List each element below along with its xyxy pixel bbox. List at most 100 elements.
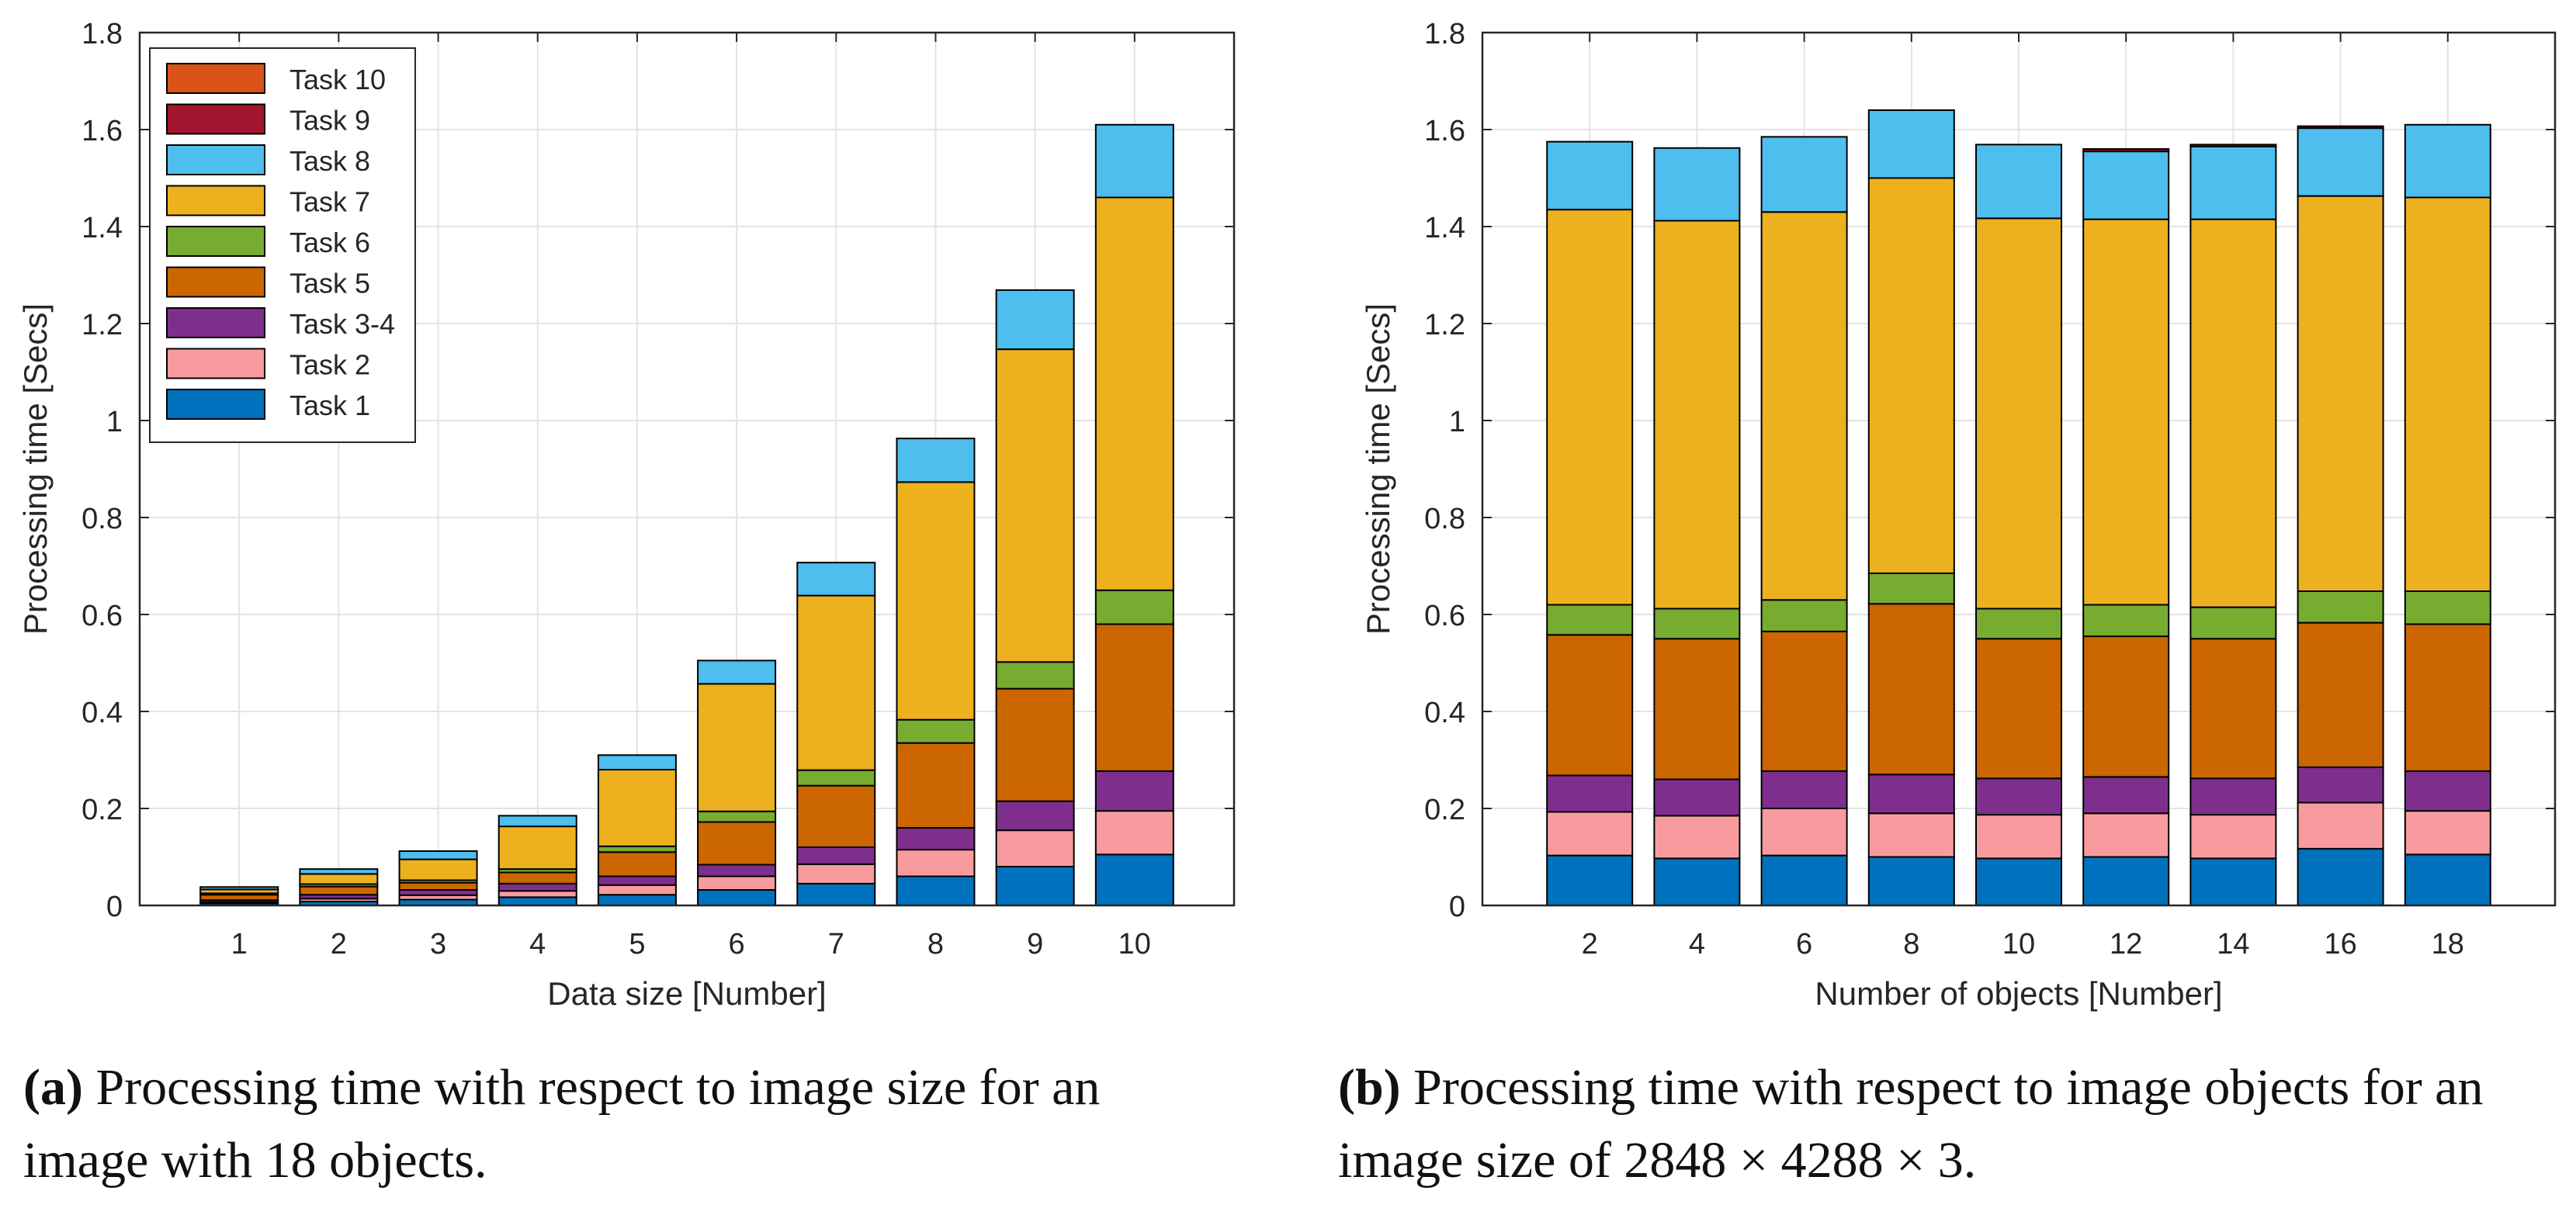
bar-segment [1653, 147, 1741, 222]
bar-segment [1760, 136, 1848, 213]
bar-segment [2297, 127, 2384, 197]
bar-segment [2082, 776, 2170, 815]
bar-segment [1975, 608, 2062, 640]
bar-segment [2297, 766, 2384, 804]
bar-segment [697, 821, 777, 866]
bar-segment [498, 815, 577, 828]
y-tick-label: 0.2 [1424, 794, 1465, 826]
bar-segment [2189, 777, 2277, 816]
legend-label: Task 8 [289, 145, 370, 177]
bar-segment [1867, 603, 1955, 776]
bar-segment [2297, 590, 2384, 624]
bar-segment [697, 875, 777, 891]
bar-segment [2404, 590, 2491, 625]
bar-segment [2082, 604, 2170, 638]
x-axis-label: Number of objects [Number] [1815, 975, 2222, 1012]
bar-segment [1653, 638, 1741, 781]
legend-label: Task 10 [289, 64, 386, 95]
bar-segment [2404, 770, 2491, 812]
bar-segment [1653, 815, 1741, 860]
bar-segment [2082, 812, 2170, 858]
bar-segment [796, 594, 876, 771]
bar-segment [299, 873, 379, 885]
y-tick-label: 0.6 [81, 600, 123, 632]
bar-segment [697, 864, 777, 878]
x-tick-label: 14 [2217, 928, 2249, 961]
x-tick-label: 2 [1582, 928, 1598, 961]
x-tick-label: 2 [331, 928, 347, 961]
bar-segment [199, 886, 279, 891]
bar-segment [796, 863, 876, 884]
bar-segment [995, 687, 1075, 802]
bar-segment [1653, 608, 1741, 640]
legend-swatch [166, 185, 265, 216]
legend-label: Task 2 [289, 349, 370, 381]
bar-segment [597, 754, 677, 770]
bar-segment [1760, 854, 1848, 906]
bar-segment [2297, 801, 2384, 850]
legend-label: Task 3-4 [289, 308, 395, 340]
bar-segment [1867, 774, 1955, 815]
bar-segment [1760, 211, 1848, 601]
bar-segment [896, 438, 976, 483]
bar-segment [597, 894, 677, 906]
bar-segment [2297, 847, 2384, 906]
bar-segment [299, 868, 379, 875]
bar-segment [1760, 770, 1848, 809]
bar-segment [1094, 589, 1174, 625]
axes-box [138, 31, 1236, 907]
x-axis-label: Data size [Number] [547, 975, 826, 1012]
x-tick-label: 5 [629, 928, 645, 961]
bar-segment [1653, 778, 1741, 817]
x-tick-label: 4 [529, 928, 546, 961]
bar-segment [597, 845, 677, 853]
y-tick-label: 0 [1449, 891, 1465, 923]
bar-segment [2404, 123, 2491, 199]
bar-segment [896, 481, 976, 721]
bar-segment [398, 850, 478, 860]
bar-segment [2189, 218, 2277, 608]
chart-a: 0 0.2 0.4 0.6 0.8 1 1.2 1.4 1.6 1.8 1 2 3 4 5 6 7 8 9 10 Dat… [17, 18, 1236, 1012]
bar-segment [1867, 177, 1955, 574]
bar-segment [1546, 604, 1634, 636]
x-tick-label: 4 [1689, 928, 1705, 961]
x-tick-label: 10 [1118, 928, 1151, 961]
x-tick-label: 8 [1903, 928, 1919, 961]
bar-segment [1975, 638, 2062, 780]
legend-swatch [166, 144, 265, 175]
y-tick-label: 1.4 [81, 212, 123, 244]
bar-segment [1546, 209, 1634, 606]
bar-segment [1094, 196, 1174, 591]
bar-segment [697, 810, 777, 823]
bar-segment [896, 742, 976, 829]
legend-label: Task 6 [289, 227, 370, 258]
bar-segment [2082, 635, 2170, 778]
y-axis-label: Processing time [Secs] [1360, 303, 1396, 635]
bar-segment [995, 348, 1075, 663]
bar-segment [398, 889, 478, 896]
y-tick-label: 0.4 [81, 697, 123, 729]
bar-segment [1975, 814, 2062, 860]
bar-segment [398, 858, 478, 881]
x-tick-label: 1 [231, 928, 248, 961]
y-tick-label: 1.8 [81, 18, 123, 50]
bar-segment [2082, 148, 2170, 153]
bar-segment [697, 683, 777, 812]
x-tick-label: 6 [1796, 928, 1812, 961]
caption-b-label: (b) [1338, 1059, 1401, 1116]
y-tick-label: 0.8 [1424, 503, 1465, 535]
legend-swatch [166, 63, 265, 94]
chart-b: 0 0.2 0.4 0.6 0.8 1 1.2 1.4 1.6 1.8 2 4 6 8 10 12 14 16 18… [1360, 18, 2557, 1012]
bar-segment [2404, 810, 2491, 856]
bar-segment [796, 769, 876, 787]
bar-segment [697, 659, 777, 685]
caption-a-text: Processing time with respect to image si… [23, 1059, 1101, 1189]
y-tick-label: 1.8 [1424, 18, 1465, 50]
bar-segment [2297, 125, 2384, 130]
y-tick-label: 0.4 [1424, 697, 1465, 729]
bar-segment [1975, 777, 2062, 816]
bar-segment [1867, 109, 1955, 179]
axes-box [1481, 31, 2557, 907]
bar-segment [597, 884, 677, 896]
